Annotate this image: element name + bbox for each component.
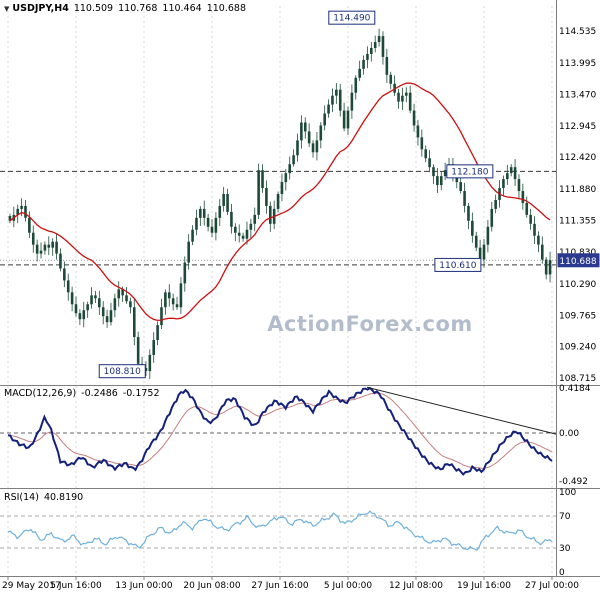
price-axis-label: 113.470 [559,91,596,101]
macd-axis-label: 0.4184 [559,384,591,394]
time-axis-label: 29 May 2017 [2,581,61,591]
moving-average-line [9,82,551,322]
quote-close: 110.688 [206,3,246,14]
price-level-label: 110.610 [439,261,476,271]
current-price-label: 110.688 [559,257,596,267]
price-axis: 114.535 113.995 113.470 112.945 112.420 111.8… [559,27,596,384]
macd-axis-label: 0.00 [559,429,579,439]
price-level-lines [0,170,556,266]
macd-axis-label: -0.492 [559,477,588,487]
price-axis-label: 109.240 [559,343,596,353]
price-axis-label: 111.355 [559,217,596,227]
price-axis-label: 111.880 [559,185,596,195]
time-axis-label: 13 Jun 00:00 [115,581,172,591]
time-axis-label: 20 Jun 08:00 [183,581,240,591]
time-axis-label: 27 Jun 16:00 [251,581,308,591]
rsi-value: 40.8190 [43,492,84,503]
quote-high: 110.768 [118,3,158,14]
price-axis-label: 112.420 [559,153,596,163]
price-axis-label: 109.765 [559,311,596,321]
price-axis-label: 110.290 [559,280,596,290]
rsi-axis-label: 100 [559,488,576,498]
macd-label: MACD(12,26,9) [4,388,77,399]
symbol-label: USDJPY,H4 [12,3,69,14]
time-axis-label: 27 Jul 00:00 [525,581,579,591]
rsi-label: RSI(14) [4,492,39,503]
time-axis-label: 5 Jul 00:00 [324,581,373,591]
time-axis-label: 5 Jun 16:00 [50,581,102,591]
price-axis-label: 108.715 [559,374,596,384]
candles [8,28,552,379]
price-level-label: 114.490 [333,14,370,24]
price-axis-label: 110.830 [559,248,596,258]
quote-low: 110.464 [162,3,202,14]
macd-value-signal: -0.1752 [122,388,160,399]
price-axis-label: 112.945 [559,122,596,132]
quote-open: 110.509 [73,3,114,14]
price-level-label: 112.180 [451,167,488,177]
price-axis-label: 113.995 [559,59,596,69]
macd-value-main: -0.2486 [81,388,118,399]
rsi-axis-label: 30 [559,544,571,554]
rsi-line [7,510,553,551]
macd-header: MACD(12,26,9) -0.2486 -0.1752 [4,388,160,399]
macd-main-line [7,386,553,476]
chart-header: ▼ USDJPY,H4 110.509 110.768 110.464 110.688 [4,3,246,14]
price-level-tag[interactable]: 108.810 [98,364,146,379]
symbol-marker-icon: ▼ [4,5,10,13]
current-price-tag: 110.688 [557,253,600,268]
price-level-label: 108.810 [104,367,141,377]
watermark: ActionForex.com [267,312,473,336]
rsi-axis-label: 0 [559,568,565,578]
price-level-tag[interactable]: 112.180 [446,164,494,179]
rsi-axis-label: 70 [559,512,571,522]
price-level-tag[interactable]: 114.490 [328,10,376,25]
price-level-tag[interactable]: 110.610 [434,257,482,272]
price-axis-label: 114.535 [559,27,596,37]
time-axis-label: 19 Jul 16:00 [457,581,511,591]
rsi-header: RSI(14) 40.8190 [4,492,83,503]
macd-trendline[interactable] [366,386,557,435]
gridlines [7,6,553,580]
time-axis-label: 12 Jul 08:00 [389,581,443,591]
macd-signal-line [8,392,553,470]
